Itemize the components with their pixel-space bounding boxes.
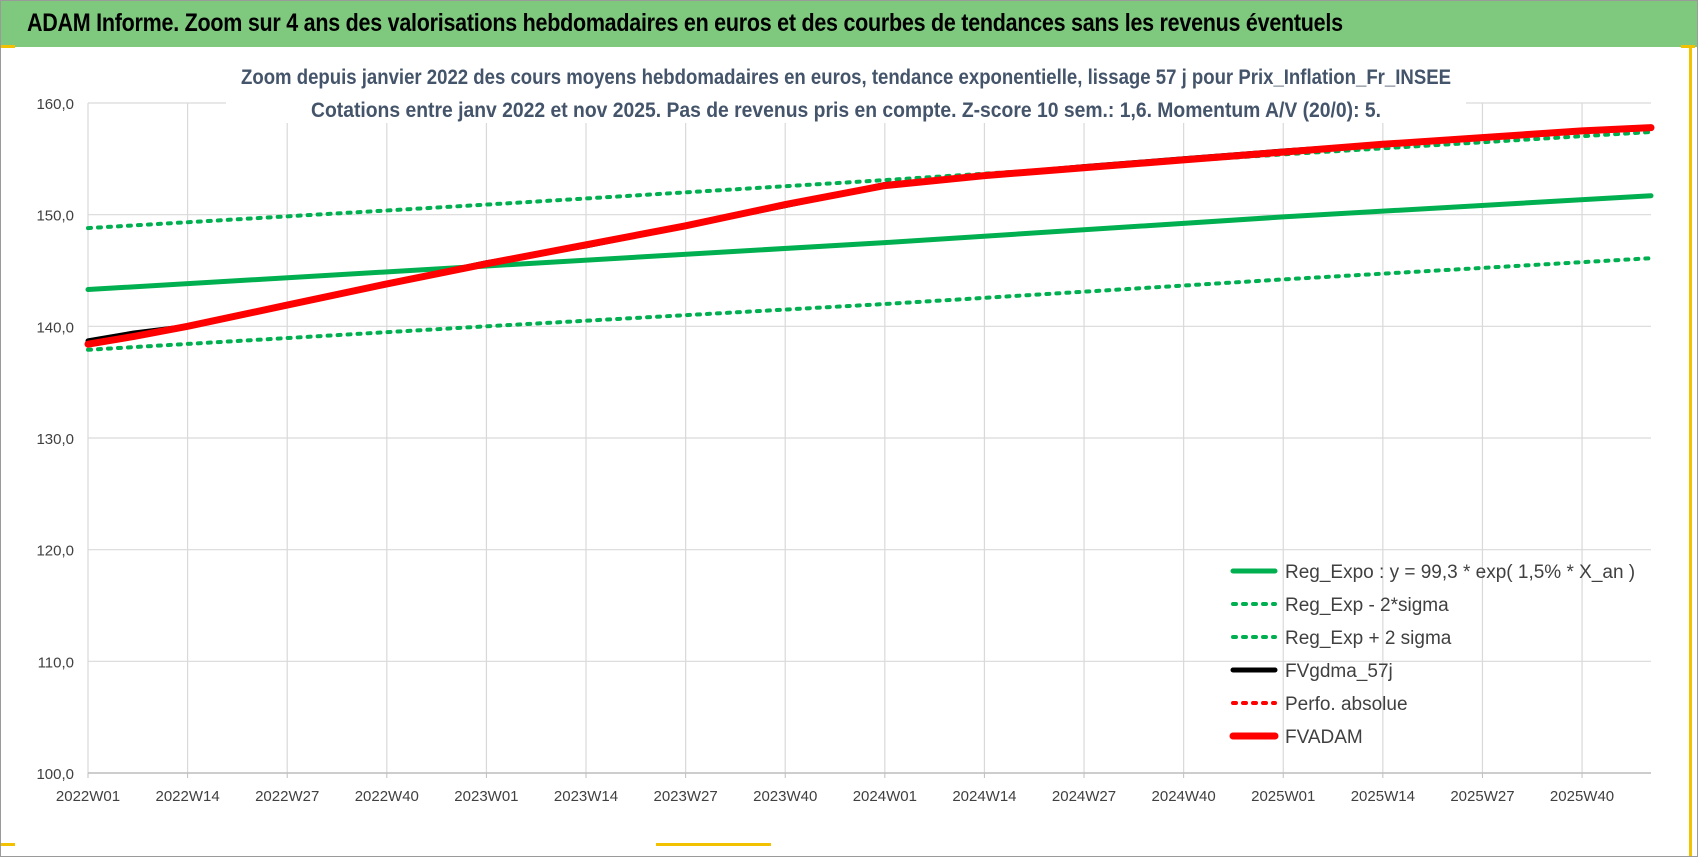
series-fvadam-line [84, 124, 1655, 348]
chart-title-line-2: Cotations entre janv 2022 et nov 2025. P… [311, 99, 1381, 122]
axis-layer: 100,0 110,0 120,0 130,0 140,0 150,0 160,0 2022W… [36, 96, 1651, 805]
x-tick-label: 2023W40 [753, 788, 817, 805]
report-banner: ADAM Informe. Zoom sur 4 ans des valoris… [1, 1, 1697, 47]
legend: Reg_Expo : y = 99,3 * exp( 1,5% * X_an )… [1229, 562, 1635, 748]
x-tick-label: 2025W27 [1450, 788, 1514, 805]
y-tick-label: 130,0 [36, 431, 74, 448]
legend-reg-plus-2sigma-label: Reg_Exp + 2 sigma [1285, 628, 1452, 649]
y-tick-label: 150,0 [36, 208, 74, 225]
x-tick-label: 2025W40 [1550, 788, 1614, 805]
grid-layer [87, 102, 1651, 774]
legend-fvgdma-label: FVgdma_57j [1285, 661, 1393, 682]
legend-perfo-absolue-label: Perfo. absolue [1285, 694, 1408, 715]
x-tick-label: 2024W40 [1152, 788, 1216, 805]
x-tick-label: 2023W01 [454, 788, 518, 805]
line-chart: Zoom depuis janvier 2022 des cours moyen… [36, 61, 1655, 805]
series-reg-expo-line [85, 193, 1654, 292]
y-tick-label: 140,0 [36, 319, 74, 336]
y-tick-label: 120,0 [36, 543, 74, 560]
corner-accent-right-edge [1689, 45, 1692, 856]
x-tick-label: 2023W14 [554, 788, 618, 805]
y-tick-label: 110,0 [38, 654, 74, 671]
corner-accent-top-left [1, 45, 15, 48]
x-tick-label: 2025W14 [1351, 788, 1415, 805]
y-tick-label: 160,0 [36, 96, 74, 113]
chart-title-line-1: Zoom depuis janvier 2022 des cours moyen… [241, 66, 1451, 89]
chart-title-background [226, 61, 1466, 123]
series-reg-plus-2sigma-line [86, 130, 1653, 231]
x-tick-label: 2022W27 [255, 788, 319, 805]
legend-reg-expo-label: Reg_Expo : y = 99,3 * exp( 1,5% * X_an ) [1285, 562, 1635, 583]
chart-title-block: Zoom depuis janvier 2022 des cours moyen… [226, 61, 1466, 123]
x-tick-label: 2022W14 [155, 788, 219, 805]
x-tick-label: 2024W01 [853, 788, 917, 805]
legend-reg-minus-2sigma-label: Reg_Exp - 2*sigma [1285, 595, 1449, 616]
report-title: ADAM Informe. Zoom sur 4 ans des valoris… [27, 9, 1343, 37]
x-tick-label: 2024W14 [952, 788, 1016, 805]
legend-fvadam-label: FVADAM [1285, 727, 1363, 748]
series-layer [84, 124, 1655, 352]
x-tick-label: 2023W27 [654, 788, 718, 805]
corner-accent-bottom-left [1, 843, 15, 846]
x-tick-label: 2025W01 [1251, 788, 1315, 805]
corner-accent-bottom-mid [656, 843, 771, 846]
series-reg-minus-2sigma-line [86, 256, 1653, 352]
x-tick-label: 2022W01 [56, 788, 120, 805]
y-tick-label: 100,0 [36, 766, 74, 783]
series-perfo-absolue-line [86, 125, 1653, 347]
x-tick-label: 2022W40 [355, 788, 419, 805]
corner-accent-top-right [1681, 45, 1695, 48]
series-fvgdma-line [85, 125, 1654, 344]
x-tick-label: 2024W27 [1052, 788, 1116, 805]
